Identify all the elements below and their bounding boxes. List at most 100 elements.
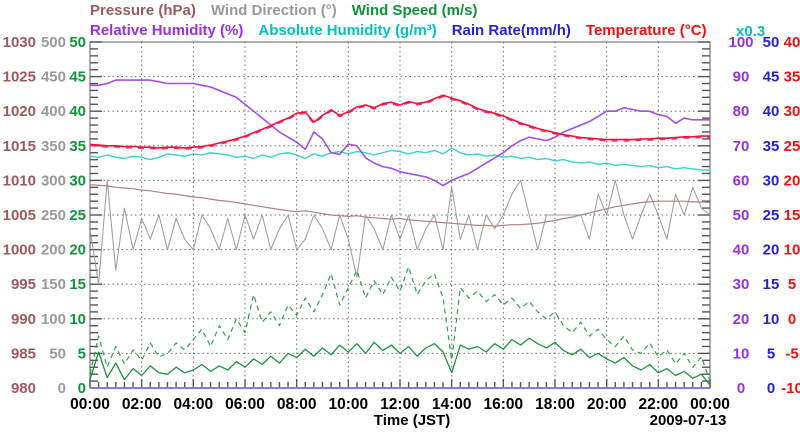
svg-text:10: 10 xyxy=(784,242,800,259)
legend-item-rain-rate: Rain Rate(mm/h) xyxy=(451,22,571,39)
svg-text:25: 25 xyxy=(763,207,780,224)
svg-text:18:00: 18:00 xyxy=(535,396,575,413)
svg-text:150: 150 xyxy=(41,276,66,293)
svg-text:02:00: 02:00 xyxy=(122,396,162,413)
svg-text:350: 350 xyxy=(41,138,66,155)
svg-text:35: 35 xyxy=(763,138,780,155)
svg-text:1030: 1030 xyxy=(3,34,36,51)
svg-text:35: 35 xyxy=(69,138,86,155)
svg-text:20: 20 xyxy=(784,172,800,189)
svg-text:50: 50 xyxy=(733,207,750,224)
svg-text:10: 10 xyxy=(763,311,780,328)
svg-text:400: 400 xyxy=(41,103,66,120)
svg-text:500: 500 xyxy=(41,34,66,51)
svg-text:40: 40 xyxy=(784,34,800,51)
svg-text:00:00: 00:00 xyxy=(70,396,110,413)
svg-text:15: 15 xyxy=(69,276,86,293)
svg-text:12:00: 12:00 xyxy=(380,396,420,413)
svg-text:45: 45 xyxy=(763,69,780,86)
svg-text:20:00: 20:00 xyxy=(587,396,627,413)
svg-text:30: 30 xyxy=(733,276,750,293)
legend-item-wind-direction: Wind Direction (°) xyxy=(210,2,337,19)
legend-item-absolute-humidity: Absolute Humidity (g/m³) xyxy=(258,22,437,39)
svg-text:5: 5 xyxy=(78,345,86,362)
series-wind_gust xyxy=(89,266,711,382)
svg-text:5: 5 xyxy=(767,345,775,362)
svg-text:1010: 1010 xyxy=(3,172,36,189)
svg-text:14:00: 14:00 xyxy=(432,396,472,413)
series-wind_speed xyxy=(89,337,711,386)
svg-text:450: 450 xyxy=(41,69,66,86)
svg-text:200: 200 xyxy=(41,242,66,259)
svg-text:985: 985 xyxy=(11,345,36,362)
scale-note: x0.3 xyxy=(736,23,766,40)
svg-text:40: 40 xyxy=(69,103,86,120)
svg-text:980: 980 xyxy=(11,380,36,397)
svg-text:300: 300 xyxy=(41,172,66,189)
svg-text:70: 70 xyxy=(733,138,750,155)
axis-labels: 1030102510201015101010051000995990985980… xyxy=(3,34,800,413)
svg-text:0: 0 xyxy=(78,380,86,397)
svg-text:45: 45 xyxy=(69,69,86,86)
svg-text:1000: 1000 xyxy=(3,242,36,259)
svg-text:0: 0 xyxy=(788,311,796,328)
svg-text:1015: 1015 xyxy=(3,138,36,155)
svg-text:-5: -5 xyxy=(785,345,798,362)
svg-text:1020: 1020 xyxy=(3,103,36,120)
series-pressure xyxy=(89,184,711,227)
svg-text:30: 30 xyxy=(763,172,780,189)
svg-text:20: 20 xyxy=(733,311,750,328)
legend-item-wind-speed: Wind Speed (m/s) xyxy=(351,2,478,19)
svg-text:50: 50 xyxy=(49,345,66,362)
svg-text:00:00: 00:00 xyxy=(690,396,730,413)
svg-text:15: 15 xyxy=(763,276,780,293)
svg-text:100: 100 xyxy=(728,34,753,51)
svg-text:250: 250 xyxy=(41,207,66,224)
svg-text:25: 25 xyxy=(69,207,86,224)
svg-text:08:00: 08:00 xyxy=(277,396,317,413)
svg-text:5: 5 xyxy=(788,276,796,293)
svg-text:15: 15 xyxy=(784,207,800,224)
series-relative_humidity xyxy=(90,79,710,187)
svg-text:40: 40 xyxy=(763,103,780,120)
svg-text:990: 990 xyxy=(11,311,36,328)
legend-item-pressure: Pressure (hPa) xyxy=(90,2,196,19)
svg-text:06:00: 06:00 xyxy=(225,396,265,413)
svg-text:10: 10 xyxy=(733,345,750,362)
svg-text:30: 30 xyxy=(69,172,86,189)
legend-item-temperature: Temperature (°C) xyxy=(585,22,707,39)
series-absolute_humidity xyxy=(89,147,710,171)
date-label: 2009-07-13 xyxy=(649,412,727,429)
svg-text:50: 50 xyxy=(69,34,86,51)
x-axis-title: Time (JST) xyxy=(373,412,451,429)
svg-text:35: 35 xyxy=(784,69,800,86)
svg-text:40: 40 xyxy=(733,242,750,259)
legend-row-2: Relative Humidity (%) Absolute Humidity (… xyxy=(90,21,722,40)
svg-text:22:00: 22:00 xyxy=(639,396,679,413)
svg-text:16:00: 16:00 xyxy=(484,396,524,413)
svg-text:30: 30 xyxy=(784,103,800,120)
svg-text:80: 80 xyxy=(733,103,750,120)
svg-text:60: 60 xyxy=(733,172,750,189)
svg-text:10:00: 10:00 xyxy=(329,396,369,413)
svg-text:04:00: 04:00 xyxy=(174,396,214,413)
svg-text:10: 10 xyxy=(69,311,86,328)
series-temperature xyxy=(89,94,710,149)
svg-text:100: 100 xyxy=(41,311,66,328)
legend-row-1: Pressure (hPa) Wind Direction (°) Wind Spe… xyxy=(90,1,492,20)
svg-text:1005: 1005 xyxy=(3,207,36,224)
svg-text:20: 20 xyxy=(69,242,86,259)
svg-text:995: 995 xyxy=(11,276,36,293)
svg-text:1025: 1025 xyxy=(3,69,36,86)
svg-text:0: 0 xyxy=(767,380,775,397)
svg-text:20: 20 xyxy=(763,242,780,259)
series-wind_direction xyxy=(89,179,711,285)
grid xyxy=(90,42,710,388)
svg-text:50: 50 xyxy=(763,34,780,51)
series xyxy=(89,79,711,389)
legend-item-relative-humidity: Relative Humidity (%) xyxy=(90,22,244,39)
svg-text:0: 0 xyxy=(737,380,745,397)
svg-text:0: 0 xyxy=(58,380,66,397)
